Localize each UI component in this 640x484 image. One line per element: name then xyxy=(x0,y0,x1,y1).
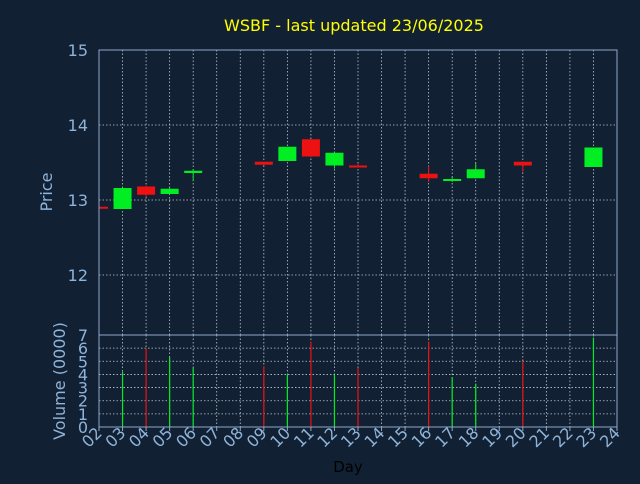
volume-tick-label: 5 xyxy=(78,352,88,371)
volume-tick-label: 2 xyxy=(78,392,88,411)
volume-panel: 0123456702030405060708091011121314151617… xyxy=(78,326,624,451)
volume-tick-label: 4 xyxy=(78,365,88,384)
candle-body xyxy=(325,152,344,166)
price-tick-label: 12 xyxy=(68,266,88,285)
candle-body xyxy=(184,170,203,173)
volume-tick-label: 6 xyxy=(78,339,88,358)
candle-body xyxy=(466,169,485,179)
candle-body xyxy=(99,206,108,209)
candle-body xyxy=(254,161,273,165)
chart-title: WSBF - last updated 23/06/2025 xyxy=(224,16,484,35)
candle-body xyxy=(584,147,603,167)
candle-body xyxy=(443,179,462,181)
price-panel: 12 13 14 15 xyxy=(68,41,618,336)
candle-body xyxy=(137,186,156,195)
candle-body xyxy=(419,173,438,179)
candle-body xyxy=(349,165,367,168)
price-tick-label: 13 xyxy=(68,191,88,210)
candle-body xyxy=(513,161,532,166)
candle-body xyxy=(160,188,179,194)
x-axis-label: Day xyxy=(333,458,363,476)
candle-body xyxy=(113,188,132,209)
price-tick-label: 14 xyxy=(68,116,88,135)
price-axis-label: Price xyxy=(37,172,56,211)
volume-tick-label: 0 xyxy=(78,418,88,437)
volume-axis-label: Volume (0000) xyxy=(50,322,69,440)
volume-tick-label: 7 xyxy=(78,326,88,345)
volume-tick-label: 3 xyxy=(78,379,88,398)
candle-body xyxy=(301,139,320,157)
x-tick-label: 24 xyxy=(596,423,624,451)
volume-tick-label: 1 xyxy=(78,405,88,424)
candle-body xyxy=(278,146,297,161)
price-tick-label: 15 xyxy=(68,41,88,60)
